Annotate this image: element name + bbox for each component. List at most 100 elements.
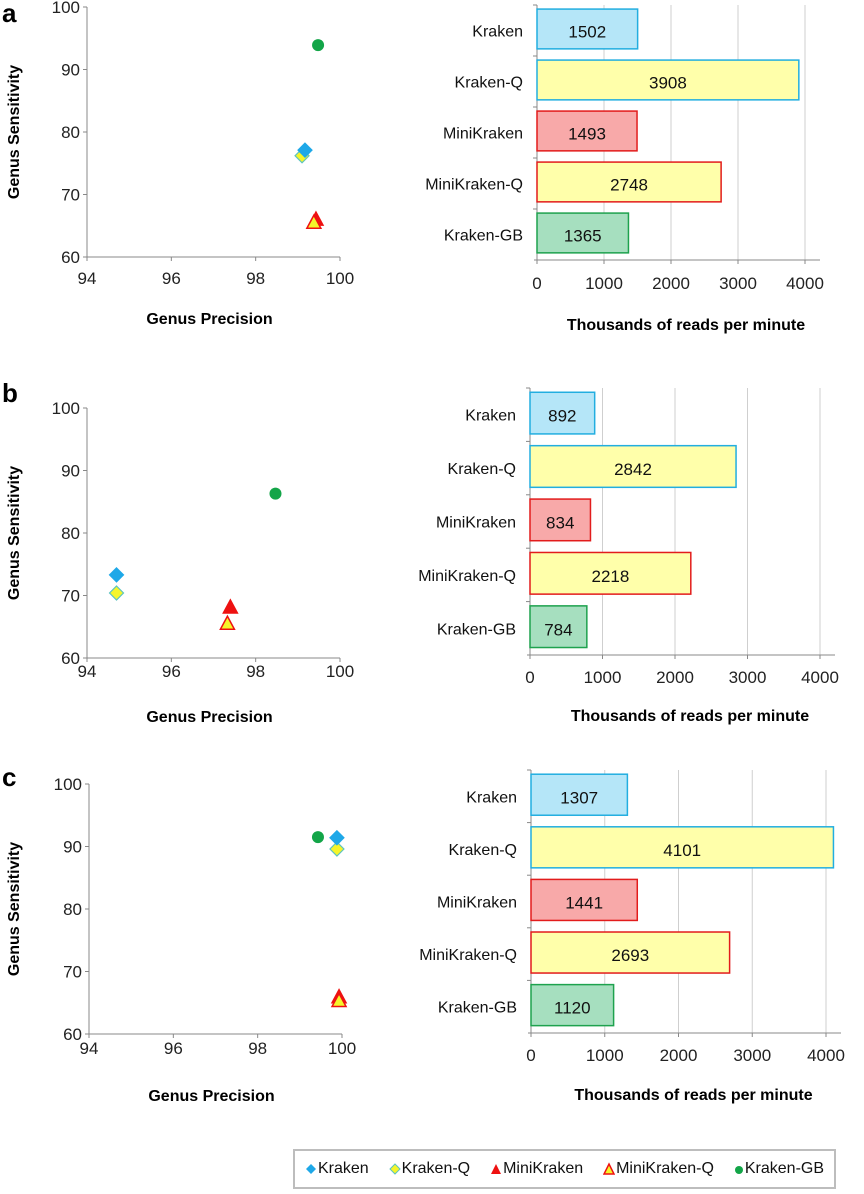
category-label: Kraken [465,408,516,425]
x-tick-label: 0 [525,668,534,687]
bar-value-label: 1441 [565,894,603,913]
category-label: MiniKraken [436,515,516,532]
kraken-gb-circle-icon [734,1166,743,1174]
y-axis-title: Genus Sensitivity [6,842,23,976]
y-axis-title: Genus Sensitivity [6,65,23,199]
bar-minikraken [536,110,638,152]
x-tick-label: 100 [326,662,354,681]
x-axis-title: Genus Precision [146,311,272,328]
bar-value-label: 834 [546,514,574,533]
y-tick-label: 60 [61,248,80,267]
panel-letter: a [2,0,17,28]
y-tick-label: 60 [63,1025,82,1044]
x-tick-label: 1000 [584,668,622,687]
legend: Kraken Kraken-Q MiniKraken MiniKraken-Q … [293,1149,836,1189]
category-label: MiniKraken-Q [419,947,517,964]
bar-minikraken [529,498,592,542]
point-minikraken-q [330,991,348,1008]
bar-minikraken [530,878,639,922]
y-tick-label: 80 [61,524,80,543]
x-tick-label: 94 [78,662,97,681]
bar-value-label: 2218 [591,567,629,586]
bar-value-label: 1365 [564,227,602,246]
point-kraken-q [108,585,125,601]
x-tick-label: 94 [78,269,97,288]
category-label: Kraken-Q [448,461,516,478]
bar-kraken [536,8,639,50]
bar-kraken-q [530,826,835,869]
point-kraken-q [329,841,345,857]
bar-minikraken-q [530,931,731,974]
kraken-q-diamond-icon [388,1163,401,1175]
bar-value-label: 2842 [614,460,652,479]
x-tick-label: 2000 [656,668,694,687]
y-axis-title: Genus Sensitivity [6,466,23,600]
x-tick-label: 98 [246,269,265,288]
bar-minikraken-q [536,161,722,203]
x-tick-label: 98 [248,1039,267,1058]
x-tick-label: 98 [246,662,265,681]
point-kraken-gb [312,39,325,52]
y-tick-label: 80 [63,900,82,919]
panel-letter: c [2,762,16,792]
bar-kraken [529,391,596,435]
y-tick-label: 70 [61,186,80,205]
y-tick-label: 80 [61,123,80,142]
x-axis-title: Genus Precision [148,1088,274,1105]
legend-label: MiniKraken [503,1160,584,1177]
legend-label: Kraken-GB [744,1160,825,1177]
x-tick-label: 4000 [807,1046,845,1065]
y-tick-label: 90 [61,61,80,80]
x-tick-label: 96 [164,1039,183,1058]
y-tick-label: 70 [61,587,80,606]
y-tick-label: 90 [63,838,82,857]
bar-kraken-gb [536,212,630,254]
legend-label: Kraken-Q [401,1160,471,1177]
bar-kraken-q [536,59,800,101]
category-label: MiniKraken [437,895,517,912]
legend-item-kraken-q: Kraken-Q [388,1160,471,1178]
y-tick-label: 60 [61,649,80,668]
point-kraken-gb [269,487,282,500]
bar-kraken-q [529,444,737,489]
y-tick-label: 70 [63,963,82,982]
x-tick-label: 100 [328,1039,356,1058]
legend-item-kraken: Kraken [305,1160,369,1178]
category-label: Kraken [472,24,523,41]
bar-value-label: 1502 [568,23,606,42]
x-tick-label: 0 [532,274,541,293]
y-tick-label: 100 [54,775,82,794]
legend-label: MiniKraken-Q [616,1160,714,1177]
category-label: Kraken-GB [438,1000,517,1017]
point-minikraken-q [305,213,323,229]
panel-letter: b [2,378,18,408]
bar-kraken-gb [529,605,588,649]
x-tick-label: 0 [526,1046,535,1065]
x-tick-label: 4000 [786,274,824,293]
y-tick-label: 100 [52,399,80,418]
category-label: MiniKraken-Q [425,177,523,194]
minikraken-q-triangle-icon [603,1162,616,1175]
x-tick-label: 4000 [801,668,839,687]
point-kraken [329,829,345,846]
legend-item-minikraken-q: MiniKraken-Q [603,1160,714,1178]
x-tick-label: 100 [326,269,354,288]
bar-value-label: 2693 [611,946,649,965]
point-kraken [108,567,125,583]
x-tick-label: 94 [80,1039,99,1058]
x-tick-label: 3000 [719,274,757,293]
x-tick-label: 1000 [585,274,623,293]
point-minikraken-q [219,614,236,630]
category-label: Kraken-Q [455,75,523,92]
bar-value-label: 892 [548,407,576,426]
point-minikraken [222,598,239,614]
category-label: MiniKraken-Q [418,568,516,585]
bar-value-label: 1493 [568,125,606,144]
x-axis-title: Thousands of reads per minute [567,317,805,334]
x-tick-label: 3000 [733,1046,771,1065]
legend-item-kraken-gb: Kraken-GB [734,1160,824,1178]
legend-item-minikraken: MiniKraken [490,1160,583,1178]
bar-minikraken-q [529,551,692,595]
bar-value-label: 784 [544,620,572,639]
